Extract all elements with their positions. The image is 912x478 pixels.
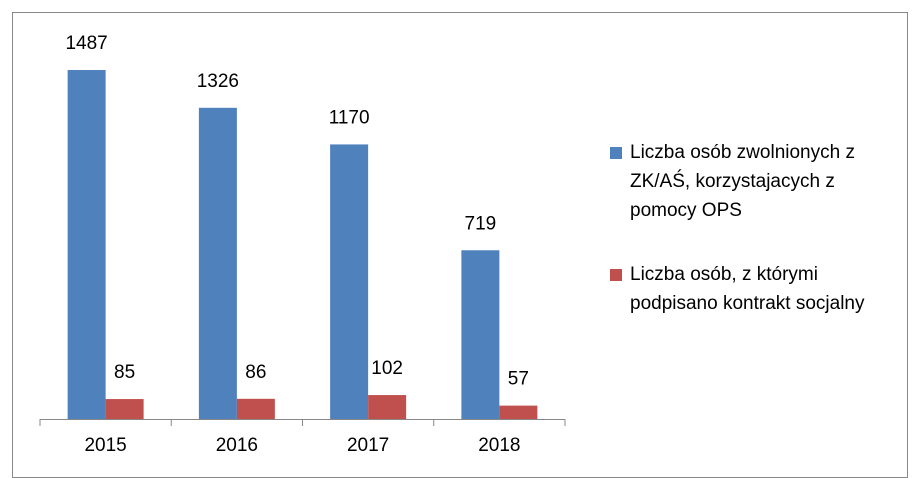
x-tick-label: 2017 <box>347 435 389 456</box>
legend-label: Liczba osób zwolnionych z ZK/AŚ, korzyst… <box>630 142 855 221</box>
bar <box>368 395 407 419</box>
bar <box>499 405 538 419</box>
data-label: 85 <box>114 362 135 383</box>
data-label: 102 <box>371 358 403 379</box>
data-label: 1326 <box>197 71 239 92</box>
legend-swatch <box>610 147 622 159</box>
x-tick-label: 2015 <box>84 435 126 456</box>
data-label: 86 <box>245 362 266 383</box>
data-label: 1487 <box>65 33 107 54</box>
bar <box>67 70 106 419</box>
data-label: 719 <box>465 213 497 234</box>
legend-swatch <box>610 269 622 281</box>
legend: Liczba osób zwolnionych z ZK/AŚ, korzyst… <box>610 138 900 353</box>
legend-item: Liczba osób zwolnionych z ZK/AŚ, korzyst… <box>610 138 900 225</box>
x-tick-label: 2016 <box>216 435 258 456</box>
legend-item: Liczba osób, z którymi podpisano kontrak… <box>610 260 900 318</box>
data-label: 1170 <box>329 107 370 128</box>
bar <box>236 398 275 419</box>
data-label: 57 <box>508 369 529 390</box>
bar <box>330 144 369 419</box>
bar <box>461 250 500 419</box>
x-tick-label: 2018 <box>478 435 520 456</box>
bar <box>105 399 144 419</box>
bar <box>198 107 237 419</box>
legend-label: Liczba osób, z którymi podpisano kontrak… <box>630 264 865 314</box>
